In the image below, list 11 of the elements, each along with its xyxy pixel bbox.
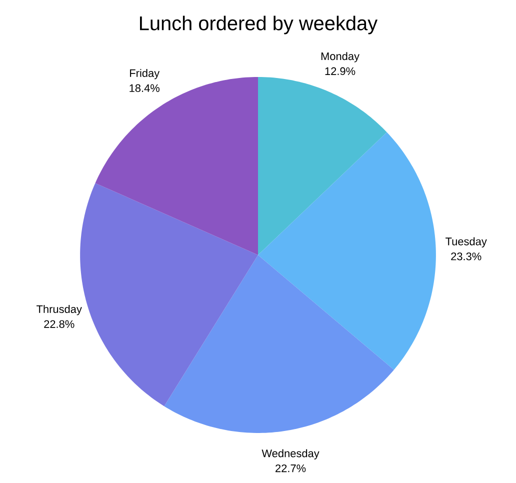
slice-label: Monday [321, 52, 360, 62]
slice-label: Thrusday [36, 304, 82, 316]
data-label: 12.9% [325, 67, 356, 76]
data-label: 18.4% [130, 84, 160, 92]
data-label: 22.7% [276, 464, 306, 472]
data-label: 22.8% [44, 320, 74, 328]
data-label: 23.3% [451, 252, 482, 260]
slice-label: Tuesday [446, 237, 487, 248]
slice-label: Friday [130, 69, 160, 80]
slice-label: Wednesday [262, 449, 320, 460]
chart-title: Lunch ordered by weekday [140, 16, 378, 34]
